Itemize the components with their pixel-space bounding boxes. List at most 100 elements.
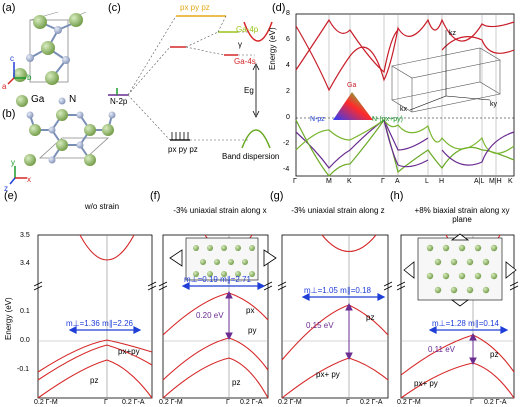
g-masses: m⊥=1.05 m∥=0.18 [304, 286, 372, 295]
axis-c-label: c [10, 54, 14, 63]
panel-label-c: (c) [108, 2, 121, 14]
h-gap: 0.11 eV [428, 345, 455, 354]
e-band2: pz [90, 376, 99, 385]
axis-b-label: b [27, 73, 32, 82]
c-ga4p: Ga-4p [236, 25, 259, 34]
e-masses: m⊥=1.36 m∥=2.26 [66, 319, 134, 328]
ytick-0.0: 0.0 [20, 337, 30, 344]
bz-ky: ky [490, 101, 497, 108]
c-eg: Eg [244, 86, 254, 95]
n-legend-icon [58, 97, 66, 105]
ga-legend-icon [16, 95, 28, 107]
n-legend-label: N [69, 94, 77, 105]
bottom-panels [33, 233, 519, 399]
d-xtick-4: A [395, 178, 400, 185]
ga-legend-label: Ga [31, 94, 45, 105]
c-n2p: N-2p [110, 97, 128, 106]
c-pxpypz-bottom: px py pz [168, 145, 198, 154]
h-masses: m⊥=1.28 m∥=0.14 [432, 319, 500, 328]
axes-triad-a [7, 62, 26, 85]
panel-label-a: (a) [2, 2, 16, 14]
triangle-ga: Ga [347, 82, 357, 89]
f-b3: pz [232, 378, 241, 387]
color-triangle [333, 92, 373, 120]
inset-lattice-f [169, 237, 277, 281]
d-ytick-8: 8 [286, 10, 290, 17]
h-b2: px+ py [414, 379, 438, 388]
d-xtick-6: H [439, 178, 445, 185]
crystal-structure-a [13, 11, 87, 85]
axis-x-label: x [27, 175, 31, 184]
axis-a-label: a [2, 82, 7, 91]
g-gap: 0.15 eV [306, 321, 334, 330]
d-xtick-1: M [326, 178, 332, 185]
h-xtick-2: 0.2 Γ-A [484, 399, 507, 406]
f-gap: 0.20 eV [196, 311, 224, 320]
d-xtick-5: L [425, 178, 429, 185]
e-xtick-2: 0.2 Γ-A [122, 399, 145, 406]
g-b1: pz [366, 313, 375, 322]
f-b1: px [246, 306, 255, 315]
d-xtick-2: K [347, 178, 352, 185]
d-ytick-m2: -2 [283, 140, 290, 147]
d-ylabel: Energy (eV) [268, 27, 277, 70]
energy-level-diagram [108, 15, 273, 149]
bottom-ylabel: Energy (eV) [4, 297, 13, 340]
d-ytick-4: 4 [286, 62, 290, 69]
panel-label-b: (b) [2, 108, 16, 120]
bz-kz: kz [449, 30, 456, 37]
ytick-m0.1: -0.1 [17, 366, 30, 373]
panel-label-e: (e) [4, 190, 18, 202]
d-xtick-3: Γ [381, 178, 385, 185]
f-masses: m⊥=0.19 m∥=2.71 [184, 275, 252, 284]
title-g: -3% uniaxial strain along z [291, 206, 385, 215]
panel-label-h: (h) [390, 190, 404, 202]
inset-lattice-h [403, 233, 517, 307]
ytick-3.4: 3.4 [20, 260, 30, 267]
c-pxpypz-top: px py pz [180, 3, 210, 12]
d-ytick-0: 0 [286, 114, 290, 121]
ytick-3.5: 3.5 [20, 232, 30, 239]
panel-label-f: (f) [150, 190, 161, 202]
e-xtick-0: 0.2 Γ-M [34, 399, 58, 406]
f-xtick-2: 0.2 Γ-A [240, 399, 263, 406]
h-b1: pz [490, 350, 499, 359]
title-h: +8% biaxial strain along xy plane [414, 206, 510, 224]
f-xtick-1: Γ [226, 399, 230, 406]
d-xtick-7: A|L [474, 178, 485, 185]
e-band1: px+py [118, 347, 140, 356]
c-ga4s: Ga-4s [234, 57, 256, 66]
title-e: w/o strain [84, 202, 120, 211]
panel-label-d: (d) [272, 2, 286, 14]
h-xtick-0: 0.2 Γ-M [397, 399, 421, 406]
brillouin-zone [391, 30, 501, 113]
axes-triad-b [9, 166, 27, 185]
g-b2: px+ py [316, 370, 340, 379]
d-xtick-0: Γ [293, 178, 297, 185]
axis-z-label: z [4, 184, 8, 193]
d-ytick-2: 2 [286, 88, 290, 95]
f-b2: py [248, 326, 257, 335]
title-f: -3% uniaxial strain along x [173, 206, 267, 215]
crystal-structure-b [24, 109, 116, 166]
g-xtick-1: Γ [346, 399, 350, 406]
f-xtick-0: 0.2 Γ-M [159, 399, 183, 406]
c-gamma: γ [238, 40, 242, 49]
triangle-npxpy: N-(px+py) [372, 116, 403, 123]
bz-kx: kx [400, 106, 407, 113]
d-xtick-9: K [508, 178, 513, 185]
triangle-npz: N-pz [310, 116, 325, 123]
d-ytick-6: 6 [286, 36, 290, 43]
d-xtick-8: M|H [489, 178, 502, 185]
d-ytick-m4: -4 [283, 166, 290, 173]
axis-y-label: y [11, 158, 15, 167]
c-band-dispersion: Band dispersion [222, 152, 280, 161]
ytick-0.1: 0.1 [20, 308, 30, 315]
h-xtick-1: Γ [470, 399, 474, 406]
band-structure-plot [295, 13, 515, 177]
panel-label-g: (g) [270, 190, 284, 202]
g-xtick-2: 0.2 Γ-A [360, 399, 383, 406]
g-xtick-0: 0.2 Γ-M [278, 399, 302, 406]
e-xtick-1: Γ [104, 399, 108, 406]
